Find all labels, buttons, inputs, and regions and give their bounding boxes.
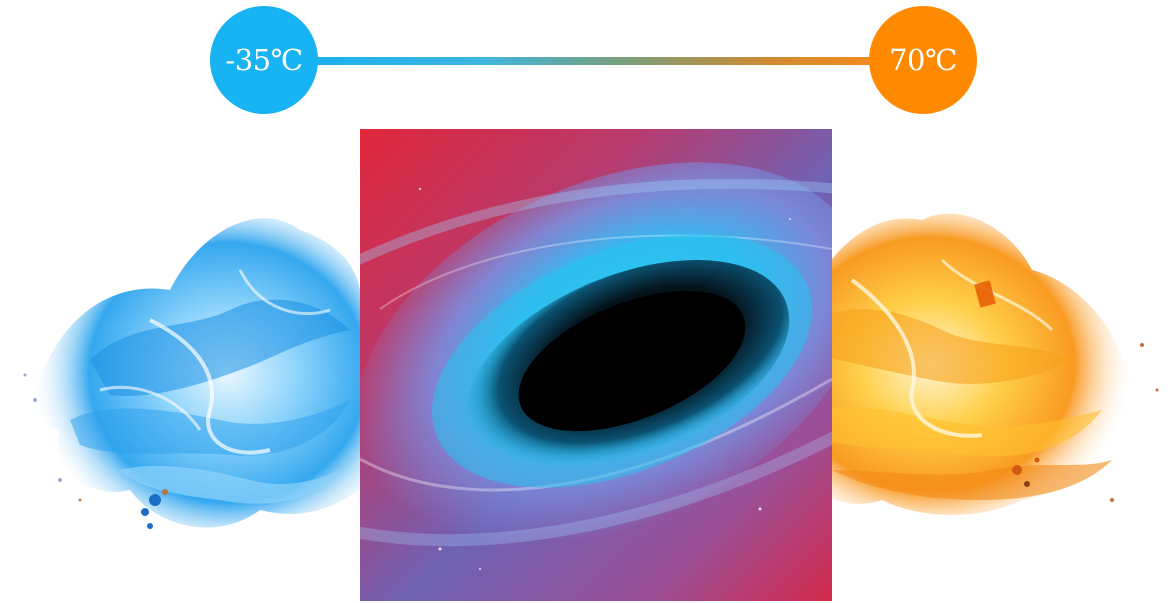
temperature-range-bar bbox=[310, 57, 882, 65]
min-temperature-badge: -35℃ bbox=[210, 6, 318, 114]
max-temperature-label: 70℃ bbox=[889, 43, 957, 77]
min-temperature-label: -35℃ bbox=[225, 43, 303, 77]
max-temperature-badge: 70℃ bbox=[869, 6, 977, 114]
fire-flame-illustration bbox=[812, 170, 1172, 550]
black-hole-image bbox=[360, 129, 832, 601]
ice-flame-illustration bbox=[0, 170, 360, 550]
